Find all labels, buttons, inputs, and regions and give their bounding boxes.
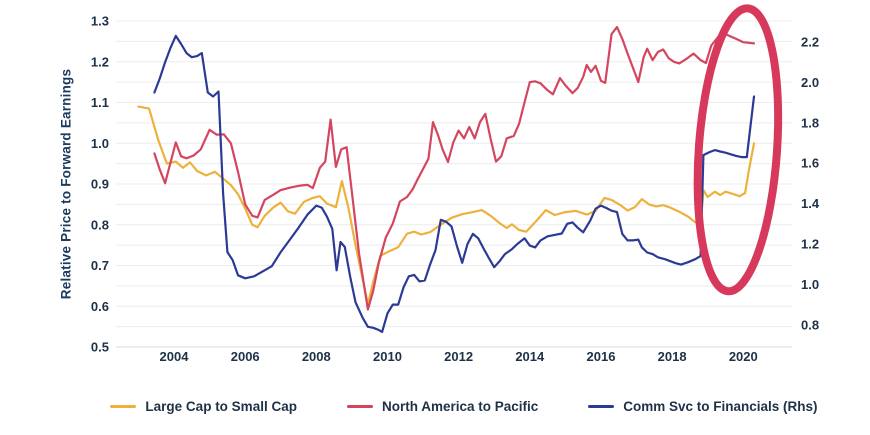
svg-text:1.4: 1.4 [801, 196, 820, 211]
legend-swatch-comm-svc-line [588, 405, 615, 408]
svg-text:1.0: 1.0 [91, 136, 109, 151]
svg-text:2014: 2014 [515, 349, 545, 364]
highlight-ellipse-annotation [693, 4, 783, 296]
legend-label-large-cap: Large Cap to Small Cap [145, 399, 297, 414]
legend-item-large-cap-to-small-cap: Large Cap to Small Cap [110, 399, 297, 414]
svg-text:2.0: 2.0 [801, 75, 819, 90]
svg-text:2004: 2004 [160, 349, 190, 364]
svg-text:0.5: 0.5 [91, 340, 109, 355]
gridlines [116, 20, 792, 348]
legend-item-north-america-to-pacific: North America to Pacific [346, 399, 539, 414]
svg-text:0.7: 0.7 [91, 258, 109, 273]
svg-text:1.2: 1.2 [91, 54, 109, 69]
y-axis-title: Relative Price to Forward Earnings [58, 68, 74, 300]
svg-text:2006: 2006 [231, 349, 260, 364]
legend-swatch-north-america-line [346, 405, 373, 408]
svg-text:2016: 2016 [587, 349, 616, 364]
series-comm-svc-to-financials-rhs [153, 34, 756, 333]
svg-text:1.2: 1.2 [801, 237, 819, 252]
x-axis-ticks: 2004 2006 2008 2010 2012 2014 2016 2018 2020 [160, 349, 758, 364]
legend-item-comm-svc-to-financials: Comm Svc to Financials (Rhs) [588, 399, 818, 414]
svg-text:1.8: 1.8 [801, 115, 819, 130]
svg-text:2012: 2012 [444, 349, 473, 364]
svg-text:0.6: 0.6 [91, 299, 109, 314]
left-axis-ticks: 1.3 1.2 1.1 1.0 0.9 0.8 0.7 0.6 0.5 [91, 14, 109, 355]
series-north-america-to-pacific [153, 26, 756, 311]
svg-text:1.6: 1.6 [801, 156, 819, 171]
legend: Large Cap to Small Cap North America to … [0, 399, 870, 414]
svg-text:2.2: 2.2 [801, 35, 819, 50]
legend-label-north-america: North America to Pacific [381, 399, 539, 414]
svg-text:2018: 2018 [658, 349, 687, 364]
svg-text:1.3: 1.3 [91, 14, 109, 29]
svg-text:1.0: 1.0 [801, 277, 819, 292]
svg-text:1.1: 1.1 [91, 95, 109, 110]
svg-text:2008: 2008 [302, 349, 331, 364]
svg-text:0.8: 0.8 [91, 217, 109, 232]
svg-text:2010: 2010 [373, 349, 402, 364]
svg-text:0.8: 0.8 [801, 317, 819, 332]
svg-text:0.9: 0.9 [91, 177, 109, 192]
right-axis-ticks: 2.2 2.0 1.8 1.6 1.4 1.2 1.0 0.8 [801, 35, 820, 333]
chart-plot-area: 1.3 1.2 1.1 1.0 0.9 0.8 0.7 0.6 0.5 2.2 2.0 1.8 1.6 1… [91, 4, 820, 364]
legend-label-comm-svc: Comm Svc to Financials (Rhs) [623, 399, 818, 414]
legend-swatch-large-cap-line [110, 405, 137, 408]
series-large-cap-to-small-cap [137, 105, 756, 306]
svg-text:2020: 2020 [729, 349, 758, 364]
